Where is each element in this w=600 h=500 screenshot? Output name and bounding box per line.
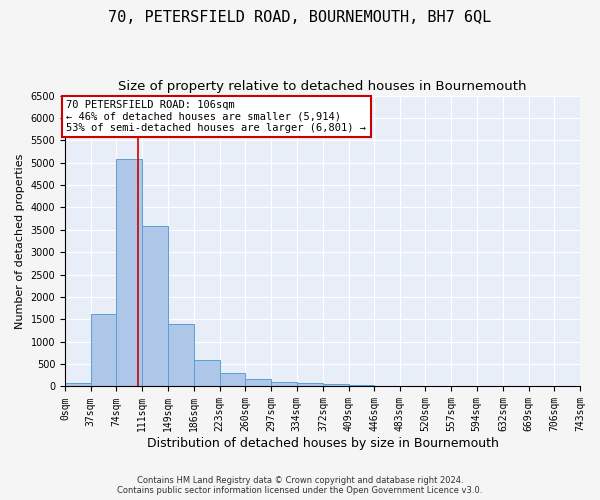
Bar [65,383,91,386]
Title: Size of property relative to detached houses in Bournemouth: Size of property relative to detached ho… [118,80,527,93]
Bar [245,380,271,386]
Bar [323,384,349,386]
Bar [271,382,296,386]
Bar [194,360,220,386]
Bar [142,226,168,386]
Bar [220,373,245,386]
X-axis label: Distribution of detached houses by size in Bournemouth: Distribution of detached houses by size … [146,437,499,450]
Bar [349,385,374,386]
Bar [116,160,142,386]
Bar [168,324,194,386]
Y-axis label: Number of detached properties: Number of detached properties [15,154,25,328]
Text: 70 PETERSFIELD ROAD: 106sqm
← 46% of detached houses are smaller (5,914)
53% of : 70 PETERSFIELD ROAD: 106sqm ← 46% of det… [67,100,367,133]
Text: 70, PETERSFIELD ROAD, BOURNEMOUTH, BH7 6QL: 70, PETERSFIELD ROAD, BOURNEMOUTH, BH7 6… [109,10,491,25]
Text: Contains HM Land Registry data © Crown copyright and database right 2024.
Contai: Contains HM Land Registry data © Crown c… [118,476,482,495]
Bar [296,383,323,386]
Bar [91,314,116,386]
